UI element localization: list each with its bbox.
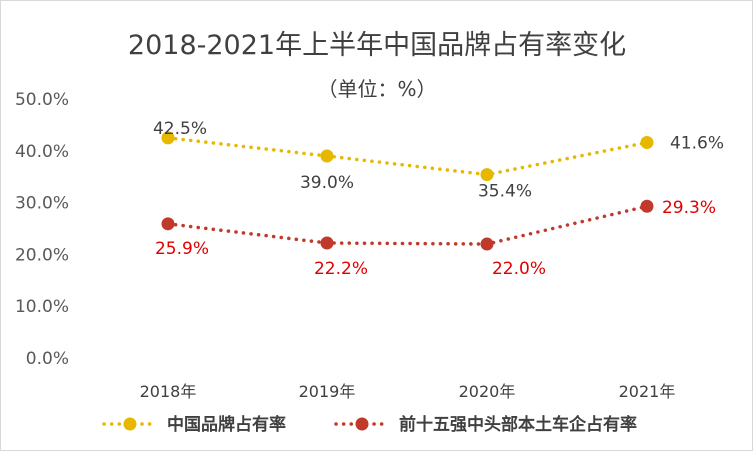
chart-title: 2018-2021年上半年中国品牌占有率变化 bbox=[128, 30, 626, 61]
x-tick-label: 2021年 bbox=[619, 382, 676, 401]
data-label-series-2: 25.9% bbox=[155, 239, 209, 259]
x-tick-label: 2020年 bbox=[459, 382, 516, 401]
series-line-2 bbox=[166, 204, 649, 246]
y-tick-label: 0.0% bbox=[26, 349, 69, 369]
y-tick-label: 10.0% bbox=[15, 297, 69, 317]
legend-label-2: 前十五强中头部本土车企占有率 bbox=[399, 414, 637, 435]
data-point-series-2 bbox=[640, 199, 654, 213]
x-axis: 2018年 2019年 2020年 2021年 bbox=[140, 382, 676, 401]
data-label-series-1: 39.0% bbox=[300, 173, 354, 193]
data-point-series-2 bbox=[161, 217, 175, 231]
data-label-series-1: 41.6% bbox=[670, 134, 724, 154]
series-line-1 bbox=[166, 136, 649, 177]
series-layer: 42.5% 39.0% 35.4% 41.6% 25.9% 22.2% 22.0% 29.3% bbox=[153, 119, 724, 279]
data-label-series-2: 29.3% bbox=[662, 198, 716, 218]
data-point-series-2 bbox=[320, 236, 334, 250]
y-axis: 0.0% 10.0% 20.0% 30.0% 40.0% 50.0% bbox=[15, 90, 69, 369]
chart-subtitle: （单位：%） bbox=[317, 77, 436, 101]
y-tick-label: 50.0% bbox=[15, 90, 69, 110]
y-tick-label: 40.0% bbox=[15, 142, 69, 162]
data-label-series-2: 22.2% bbox=[314, 259, 368, 279]
y-tick-label: 20.0% bbox=[15, 245, 69, 265]
x-tick-label: 2018年 bbox=[140, 382, 197, 401]
legend-marker-1 bbox=[123, 417, 137, 431]
data-point-series-1 bbox=[161, 131, 175, 145]
data-point-series-1 bbox=[640, 136, 654, 150]
x-tick-label: 2019年 bbox=[299, 382, 356, 401]
data-label-series-2: 22.0% bbox=[492, 259, 546, 279]
legend: 中国品牌占有率 前十五强中头部本土车企占有率 bbox=[102, 414, 637, 435]
data-point-series-1 bbox=[480, 168, 494, 182]
data-point-series-2 bbox=[480, 237, 494, 251]
data-point-series-1 bbox=[320, 149, 334, 163]
legend-label-1: 中国品牌占有率 bbox=[167, 414, 286, 435]
data-label-series-1: 35.4% bbox=[478, 182, 532, 202]
data-label-series-1: 42.5% bbox=[153, 119, 207, 139]
y-tick-label: 30.0% bbox=[15, 194, 69, 214]
legend-marker-2 bbox=[355, 417, 369, 431]
